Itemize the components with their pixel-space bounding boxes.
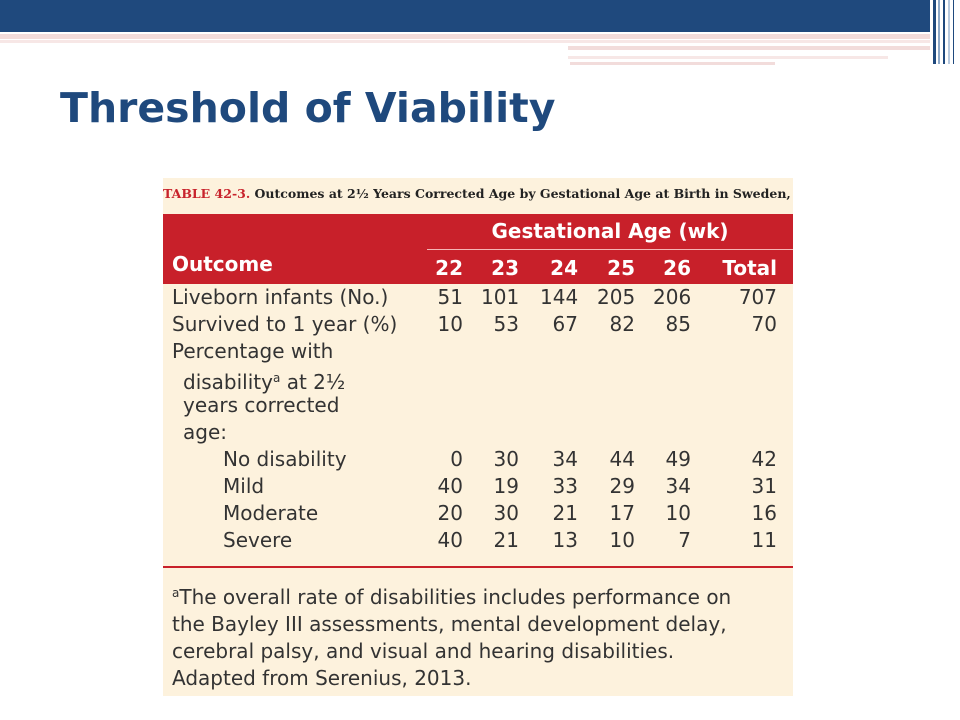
footnote-line: cerebral palsy, and visual and hearing d…: [172, 639, 675, 663]
table-cell: 10: [437, 312, 463, 336]
divider: [0, 34, 930, 39]
table-cell: 85: [665, 312, 691, 336]
row-label-text: Severe: [223, 528, 293, 552]
outcomes-table: TABLE 42-3. Outcomes at 2½ Years Correct…: [163, 178, 793, 696]
header-gestational-age: Gestational Age (wk): [491, 219, 729, 243]
footnote-text: The overall rate of disabilities include…: [179, 585, 732, 609]
table-cell: 13: [552, 528, 578, 552]
header-col-26: 26: [663, 256, 691, 280]
table-cell: 31: [751, 474, 777, 498]
table-caption-label: TABLE 42-3.: [163, 186, 251, 201]
divider: [0, 40, 930, 43]
header-band: [0, 0, 930, 32]
divider: [568, 56, 888, 59]
table-cell: 49: [665, 447, 691, 471]
header-stripe: [938, 0, 940, 64]
table-cell: 67: [552, 312, 578, 336]
table-cell: 82: [609, 312, 635, 336]
table-caption-text: Outcomes at 2½ Years Corrected Age by Ge…: [254, 186, 793, 201]
row-label-text: disability: [183, 370, 273, 394]
row-label: years corrected: [183, 392, 339, 419]
header-col-25: 25: [607, 256, 635, 280]
table-cell: 30: [493, 501, 519, 525]
row-label-text: age:: [183, 420, 227, 444]
table-cell: 144: [540, 285, 579, 309]
table-cell: 19: [493, 474, 519, 498]
row-label: No disability: [223, 446, 347, 473]
table-cell: 30: [493, 447, 519, 471]
table-cell: 7: [678, 528, 691, 552]
row-label: age:: [183, 419, 227, 446]
header-col-24: 24: [550, 256, 578, 280]
footnote-line: Adapted from Serenius, 2013.: [172, 666, 472, 690]
table-cell: 34: [665, 474, 691, 498]
table-cell: 11: [751, 528, 777, 552]
header-stripe: [933, 0, 936, 64]
table-cell: 40: [437, 528, 463, 552]
footnote-line: aThe overall rate of disabilities includ…: [172, 580, 787, 611]
row-label-text: Mild: [223, 474, 265, 498]
table-cell: 42: [751, 447, 777, 471]
header-stripe: [948, 0, 950, 64]
table-cell: 53: [493, 312, 519, 336]
header-col-23: 23: [491, 256, 519, 280]
table-cell: 101: [481, 285, 520, 309]
row-label-text: Moderate: [223, 501, 319, 525]
row-label-text: Percentage with: [172, 339, 334, 363]
row-label: Mild: [223, 473, 264, 500]
table-cell: 21: [493, 528, 519, 552]
table-cell: 206: [653, 285, 692, 309]
table-cell: 34: [552, 447, 578, 471]
divider: [570, 62, 775, 65]
table-cell: 40: [437, 474, 463, 498]
row-label: disabilitya at 2½: [183, 365, 345, 396]
table-cell: 707: [738, 285, 777, 309]
row-label: Severe: [223, 527, 292, 554]
table-cell: 29: [609, 474, 635, 498]
header-stripe: [943, 0, 945, 64]
row-label: Survived to 1 year (%): [172, 311, 397, 338]
footnote-marker: a: [272, 371, 281, 385]
table-cell: 17: [609, 501, 635, 525]
table-caption: TABLE 42-3. Outcomes at 2½ Years Correct…: [163, 180, 793, 208]
footnote-marker: a: [172, 586, 180, 600]
footnote-line: the Bayley III assessments, mental devel…: [172, 612, 727, 636]
table-bottom-rule: [163, 566, 793, 568]
row-label: Moderate: [223, 500, 318, 527]
row-label-text: Liveborn infants (No.): [172, 285, 389, 309]
row-label: Percentage with: [172, 338, 333, 365]
row-label-text: Survived to 1 year (%): [172, 312, 398, 336]
table-cell: 44: [609, 447, 635, 471]
table-cell: 21: [552, 501, 578, 525]
table-footnote: aThe overall rate of disabilities includ…: [172, 580, 787, 692]
header-col-22: 22: [435, 256, 463, 280]
table-cell: 10: [665, 501, 691, 525]
row-label-text: at 2½: [280, 370, 346, 394]
table-cell: 33: [552, 474, 578, 498]
header-outcome: Outcome: [172, 252, 273, 276]
divider: [568, 46, 930, 50]
header-rule: [427, 249, 793, 250]
table-cell: 20: [437, 501, 463, 525]
row-label: Liveborn infants (No.): [172, 284, 388, 311]
row-label-text: years corrected: [183, 393, 340, 417]
table-cell: 16: [751, 501, 777, 525]
slide-title: Threshold of Viability: [60, 84, 556, 132]
table-cell: 51: [437, 285, 463, 309]
table-cell: 70: [751, 312, 777, 336]
header-col-total: Total: [722, 256, 777, 280]
row-label-text: No disability: [223, 447, 347, 471]
table-header: Gestational Age (wk) Outcome 22 23 24 25…: [163, 214, 793, 284]
header-stripe: [953, 0, 954, 64]
table-cell: 0: [450, 447, 463, 471]
table-cell: 10: [609, 528, 635, 552]
table-cell: 205: [597, 285, 636, 309]
